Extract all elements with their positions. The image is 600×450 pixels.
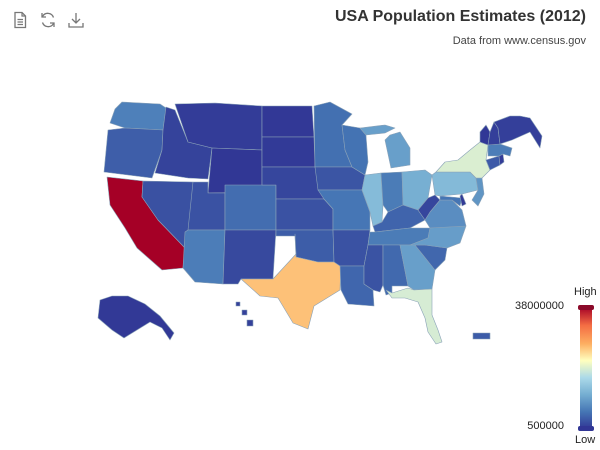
legend-max-value: 38000000	[515, 300, 564, 312]
legend-low-label: Low	[575, 434, 596, 446]
state-DE[interactable]	[459, 193, 467, 207]
state-TX[interactable]	[240, 233, 342, 330]
state-MA[interactable]	[487, 143, 513, 157]
state-WA[interactable]	[109, 101, 167, 131]
state-NC[interactable]	[409, 225, 467, 249]
state-AZ[interactable]	[182, 229, 226, 285]
state-OR[interactable]	[103, 127, 164, 179]
refresh-icon[interactable]	[38, 10, 58, 30]
state-MS[interactable]	[363, 244, 384, 293]
state-CO[interactable]	[224, 184, 277, 231]
legend-color-bar[interactable]	[578, 305, 594, 431]
legend-min-value: 500000	[527, 420, 564, 432]
legend-handle-min[interactable]	[578, 426, 594, 431]
state-PA[interactable]	[431, 171, 479, 197]
chart-subtitle: Data from www.census.gov	[452, 35, 586, 47]
state-AK[interactable]	[97, 295, 175, 341]
state-KS[interactable]	[275, 198, 334, 231]
state-ND[interactable]	[261, 105, 315, 138]
chart-title: USA Population Estimates (2012)	[334, 8, 586, 25]
state-MI[interactable]	[359, 124, 411, 169]
toolbar	[10, 10, 86, 30]
state-ID[interactable]	[154, 106, 213, 180]
state-NM[interactable]	[222, 229, 277, 285]
state-PR[interactable]	[472, 332, 491, 340]
download-icon[interactable]	[66, 10, 86, 30]
state-HI[interactable]	[235, 301, 254, 327]
state-IN[interactable]	[380, 171, 404, 213]
state-OK[interactable]	[275, 229, 335, 263]
state-NY[interactable]	[435, 141, 491, 179]
legend-high-label: High	[574, 286, 597, 298]
state-AR[interactable]	[332, 229, 371, 267]
state-SD[interactable]	[261, 136, 316, 168]
legend-handle-max[interactable]	[578, 305, 594, 310]
state-FL[interactable]	[385, 287, 443, 345]
state-ME[interactable]	[493, 115, 543, 149]
document-icon[interactable]	[10, 10, 30, 30]
state-IL[interactable]	[361, 172, 384, 227]
